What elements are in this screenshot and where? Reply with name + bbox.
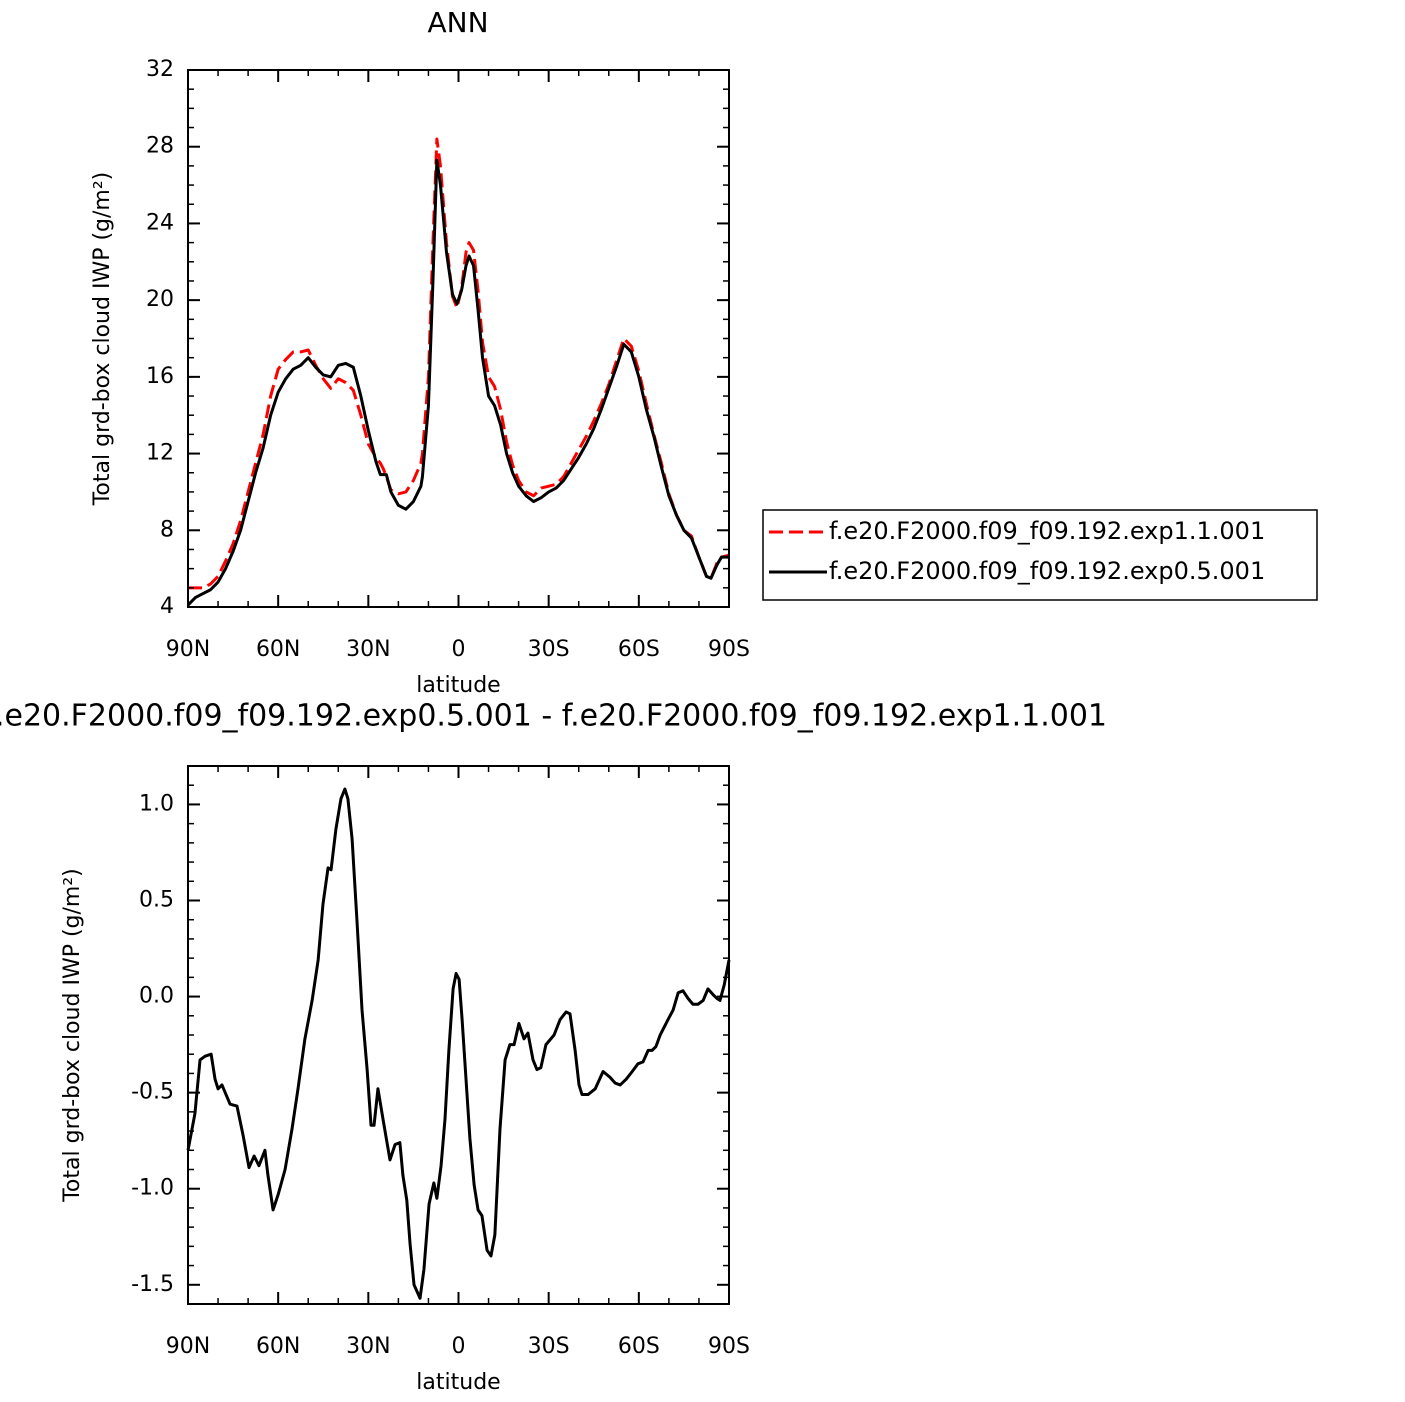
- x-tick-label: 30S: [528, 637, 570, 662]
- y-axis-label: Total grd-box cloud IWP (g/m²): [90, 172, 115, 507]
- y-tick-label: 0.0: [139, 984, 174, 1009]
- x-tick-label: 90S: [708, 1334, 750, 1359]
- y-tick-label: 20: [146, 287, 174, 312]
- x-tick-label: 60S: [618, 637, 660, 662]
- x-tick-label: 90S: [708, 637, 750, 662]
- chart-title: f.e20.F2000.f09_f09.192.exp0.5.001 - f.e…: [0, 699, 1107, 734]
- y-tick-label: -1.0: [131, 1176, 174, 1201]
- y-tick-label: -1.5: [131, 1272, 174, 1297]
- data-line: [186, 158, 729, 607]
- y-tick-label: -0.5: [131, 1080, 174, 1105]
- x-tick-label: 60N: [256, 637, 300, 662]
- y-tick-label: 1.0: [139, 791, 174, 816]
- x-tick-label: 30N: [346, 1334, 390, 1359]
- y-tick-label: 12: [146, 441, 174, 466]
- data-line: [186, 787, 731, 1300]
- x-tick-label: 0: [452, 637, 466, 662]
- x-tick-label: 30N: [346, 637, 390, 662]
- y-tick-label: 8: [160, 517, 174, 542]
- x-tick-label: 90N: [166, 1334, 210, 1359]
- legend-label: f.e20.F2000.f09_f09.192.exp0.5.001: [829, 557, 1265, 585]
- x-tick-label: 30S: [528, 1334, 570, 1359]
- y-axis-label: Total grd-box cloud IWP (g/m²): [60, 868, 85, 1203]
- y-tick-label: 24: [146, 210, 174, 235]
- y-tick-label: 28: [146, 134, 174, 159]
- legend-box: [762, 509, 1318, 601]
- x-tick-label: 0: [452, 1334, 466, 1359]
- plot-frame: [187, 69, 730, 608]
- y-tick-label: 32: [146, 57, 174, 82]
- x-tick-label: 60N: [256, 1334, 300, 1359]
- y-tick-label: 0.5: [139, 888, 174, 913]
- x-axis-label: latitude: [416, 673, 500, 698]
- y-tick-label: 4: [160, 594, 174, 619]
- y-tick-label: 16: [146, 364, 174, 389]
- x-axis-label: latitude: [416, 1370, 500, 1395]
- data-line: [188, 137, 730, 590]
- chart-title: ANN: [427, 6, 488, 39]
- x-tick-label: 60S: [618, 1334, 660, 1359]
- plot-frame: [187, 765, 730, 1305]
- legend-label: f.e20.F2000.f09_f09.192.exp1.1.001: [829, 517, 1265, 545]
- x-tick-label: 90N: [166, 637, 210, 662]
